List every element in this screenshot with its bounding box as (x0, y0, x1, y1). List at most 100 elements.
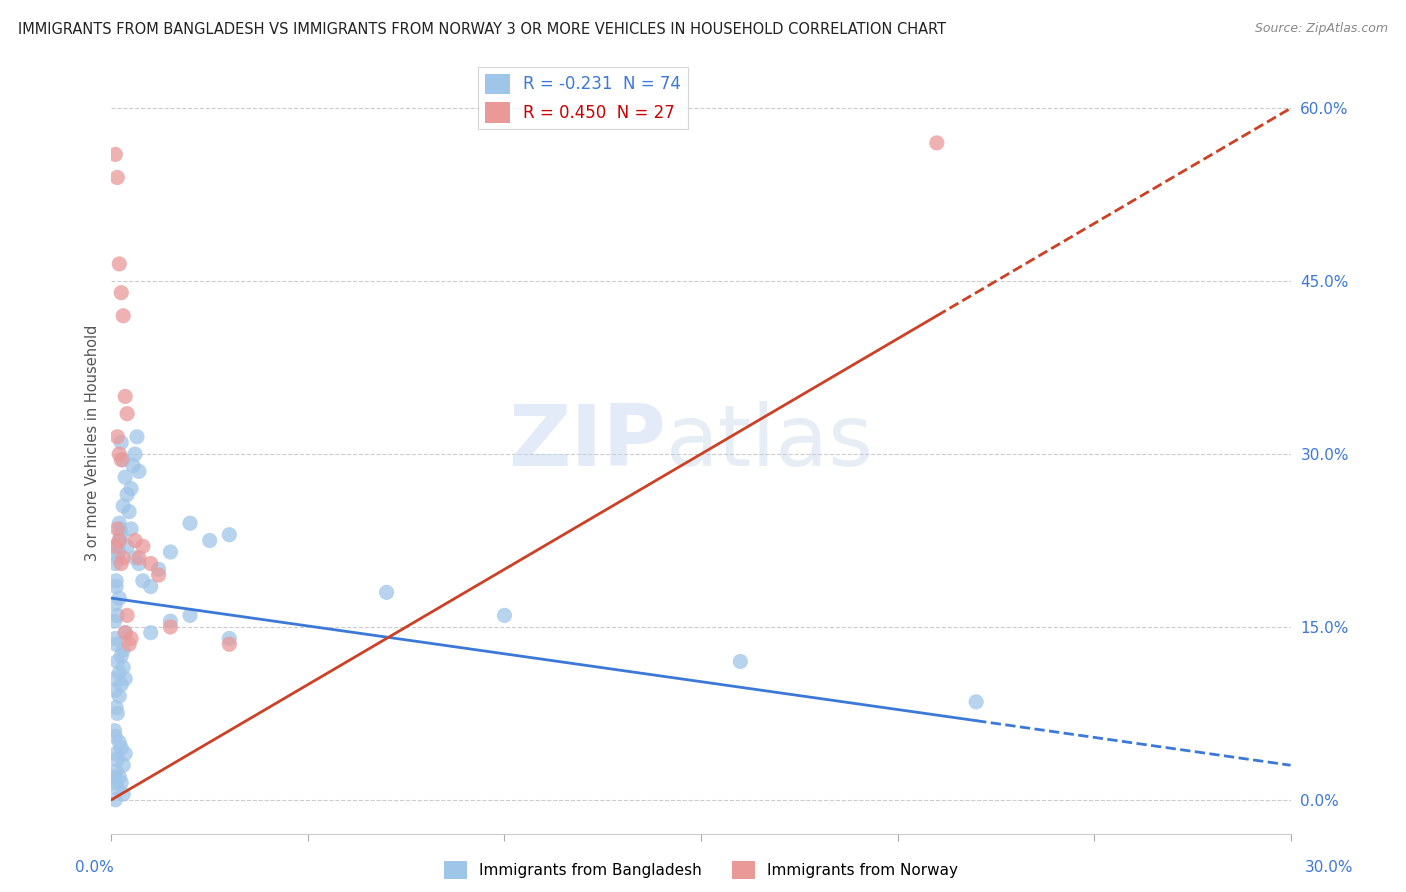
Point (110, 740, 132, 755)
Point (103, 672, 125, 686)
Point (115, 407, 138, 421)
Point (105, 430, 128, 444)
Point (159, 614, 181, 628)
Point (124, 447, 146, 461)
Point (112, 660, 135, 674)
Point (105, 655, 128, 669)
Text: 0.0%: 0.0% (75, 860, 114, 874)
Point (104, 793, 127, 807)
Point (375, 585, 398, 599)
Point (104, 557, 127, 571)
Point (148, 562, 170, 576)
Point (730, 655, 752, 669)
Point (159, 620, 181, 634)
Point (105, 574, 128, 588)
Point (139, 580, 162, 594)
Point (105, 522, 128, 536)
Point (108, 522, 131, 536)
Point (105, 539, 128, 553)
Point (159, 545, 181, 559)
Point (115, 539, 138, 553)
Point (132, 574, 155, 588)
Point (104, 632, 127, 646)
Point (128, 464, 150, 478)
Point (105, 747, 128, 761)
Point (104, 683, 127, 698)
Text: ZIP: ZIP (508, 401, 665, 484)
Point (125, 430, 148, 444)
Point (128, 550, 150, 565)
Point (114, 625, 136, 640)
Point (105, 170, 128, 185)
Point (114, 389, 136, 403)
Point (218, 637, 240, 651)
Point (104, 730, 127, 744)
Point (112, 452, 135, 467)
Point (105, 781, 128, 796)
Point (105, 637, 128, 651)
Point (108, 591, 131, 606)
Point (132, 539, 155, 553)
Point (114, 470, 136, 484)
Point (110, 452, 132, 467)
Point (110, 435, 132, 450)
Point (124, 533, 146, 548)
Text: IMMIGRANTS FROM BANGLADESH VS IMMIGRANTS FROM NORWAY 3 OR MORE VEHICLES IN HOUSE: IMMIGRANTS FROM BANGLADESH VS IMMIGRANTS… (18, 22, 946, 37)
Point (108, 735, 131, 749)
Point (108, 516, 131, 531)
Point (105, 706, 128, 721)
Point (110, 285, 132, 300)
Point (108, 770, 131, 784)
Point (112, 499, 135, 513)
Point (128, 557, 150, 571)
Point (120, 632, 142, 646)
Point (108, 666, 131, 681)
Text: 30.0%: 30.0% (1305, 860, 1353, 874)
Point (103, 723, 125, 738)
Point (112, 309, 135, 323)
Point (104, 775, 127, 789)
Point (148, 568, 170, 582)
Point (103, 614, 125, 628)
Point (104, 539, 127, 553)
Point (105, 700, 128, 714)
Point (925, 136, 948, 150)
Point (107, 545, 129, 559)
Point (118, 637, 141, 651)
Point (115, 487, 138, 501)
Point (122, 458, 145, 473)
Point (110, 775, 132, 789)
Point (120, 482, 142, 496)
Y-axis label: 3 or more Vehicles in Household: 3 or more Vehicles in Household (86, 325, 100, 561)
Point (179, 516, 201, 531)
Point (105, 550, 128, 565)
Point (494, 608, 516, 623)
Point (114, 747, 136, 761)
Point (112, 550, 135, 565)
Point (198, 533, 221, 548)
Point (118, 505, 141, 519)
Point (112, 643, 135, 657)
Text: atlas: atlas (665, 401, 873, 484)
Point (104, 597, 127, 611)
Point (108, 689, 131, 703)
Point (114, 625, 136, 640)
Point (105, 608, 128, 623)
Point (218, 632, 240, 646)
Point (110, 527, 132, 541)
Legend: R = -0.231  N = 74, R = 0.450  N = 27: R = -0.231 N = 74, R = 0.450 N = 27 (478, 67, 688, 129)
Point (965, 695, 987, 709)
Point (108, 533, 131, 548)
Text: Source: ZipAtlas.com: Source: ZipAtlas.com (1254, 22, 1388, 36)
Point (110, 677, 132, 691)
Point (120, 522, 142, 536)
Point (114, 672, 136, 686)
Point (139, 557, 162, 571)
Point (105, 752, 128, 766)
Point (139, 625, 162, 640)
Point (110, 648, 132, 663)
Point (218, 527, 240, 541)
Point (105, 580, 128, 594)
Point (124, 550, 146, 565)
Point (104, 147, 127, 161)
